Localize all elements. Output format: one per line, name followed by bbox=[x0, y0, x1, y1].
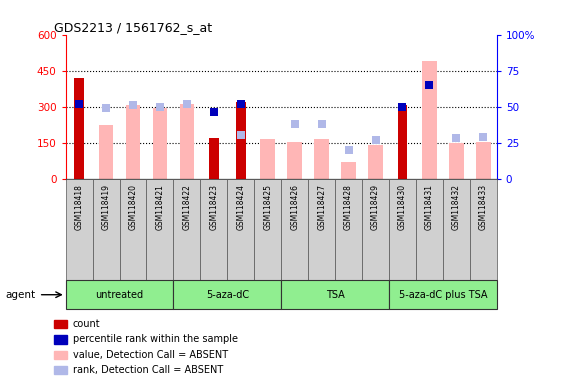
Bar bbox=[422, 61, 437, 179]
Text: GSM118426: GSM118426 bbox=[290, 184, 299, 230]
Bar bbox=[174, 179, 200, 280]
Bar bbox=[389, 280, 497, 309]
Bar bbox=[254, 179, 281, 280]
Text: agent: agent bbox=[6, 290, 36, 300]
Bar bbox=[93, 179, 119, 280]
Bar bbox=[449, 142, 464, 179]
Text: GSM118433: GSM118433 bbox=[479, 184, 488, 230]
Bar bbox=[308, 179, 335, 280]
Bar bbox=[470, 179, 497, 280]
Text: GSM118429: GSM118429 bbox=[371, 184, 380, 230]
Bar bbox=[66, 280, 174, 309]
Text: count: count bbox=[73, 319, 100, 329]
Text: GSM118419: GSM118419 bbox=[102, 184, 111, 230]
Text: GSM118425: GSM118425 bbox=[263, 184, 272, 230]
Text: GSM118431: GSM118431 bbox=[425, 184, 434, 230]
Text: GSM118427: GSM118427 bbox=[317, 184, 326, 230]
Bar bbox=[368, 146, 383, 179]
Bar bbox=[335, 179, 362, 280]
Bar bbox=[416, 179, 443, 280]
Bar bbox=[74, 78, 84, 179]
Text: GDS2213 / 1561762_s_at: GDS2213 / 1561762_s_at bbox=[54, 21, 212, 34]
Text: 5-aza-dC plus TSA: 5-aza-dC plus TSA bbox=[399, 290, 487, 300]
Bar bbox=[147, 179, 174, 280]
Bar bbox=[209, 138, 219, 179]
Bar bbox=[227, 179, 254, 280]
Bar bbox=[314, 139, 329, 179]
Bar bbox=[398, 105, 407, 179]
Bar bbox=[341, 162, 356, 179]
Text: GSM118432: GSM118432 bbox=[452, 184, 461, 230]
Text: GSM118430: GSM118430 bbox=[398, 184, 407, 230]
Text: GSM118423: GSM118423 bbox=[210, 184, 218, 230]
Bar bbox=[200, 179, 227, 280]
Bar bbox=[476, 142, 490, 179]
Bar bbox=[236, 102, 246, 179]
Bar bbox=[281, 179, 308, 280]
Bar bbox=[152, 108, 167, 179]
Text: percentile rank within the sample: percentile rank within the sample bbox=[73, 334, 238, 344]
Text: 5-aza-dC: 5-aza-dC bbox=[206, 290, 249, 300]
Text: TSA: TSA bbox=[325, 290, 344, 300]
Text: rank, Detection Call = ABSENT: rank, Detection Call = ABSENT bbox=[73, 365, 223, 375]
Bar bbox=[66, 179, 93, 280]
Bar bbox=[287, 142, 302, 179]
Bar bbox=[362, 179, 389, 280]
Bar bbox=[99, 124, 114, 179]
Bar bbox=[179, 104, 194, 179]
Text: GSM118421: GSM118421 bbox=[155, 184, 164, 230]
Bar bbox=[281, 280, 389, 309]
Bar bbox=[389, 179, 416, 280]
Text: GSM118420: GSM118420 bbox=[128, 184, 138, 230]
Text: value, Detection Call = ABSENT: value, Detection Call = ABSENT bbox=[73, 350, 228, 360]
Text: untreated: untreated bbox=[95, 290, 144, 300]
Text: GSM118422: GSM118422 bbox=[182, 184, 191, 230]
Bar bbox=[443, 179, 470, 280]
Bar bbox=[126, 105, 140, 179]
Text: GSM118418: GSM118418 bbox=[75, 184, 83, 230]
Bar bbox=[260, 139, 275, 179]
Text: GSM118424: GSM118424 bbox=[236, 184, 246, 230]
Bar bbox=[174, 280, 281, 309]
Bar bbox=[119, 179, 147, 280]
Text: GSM118428: GSM118428 bbox=[344, 184, 353, 230]
